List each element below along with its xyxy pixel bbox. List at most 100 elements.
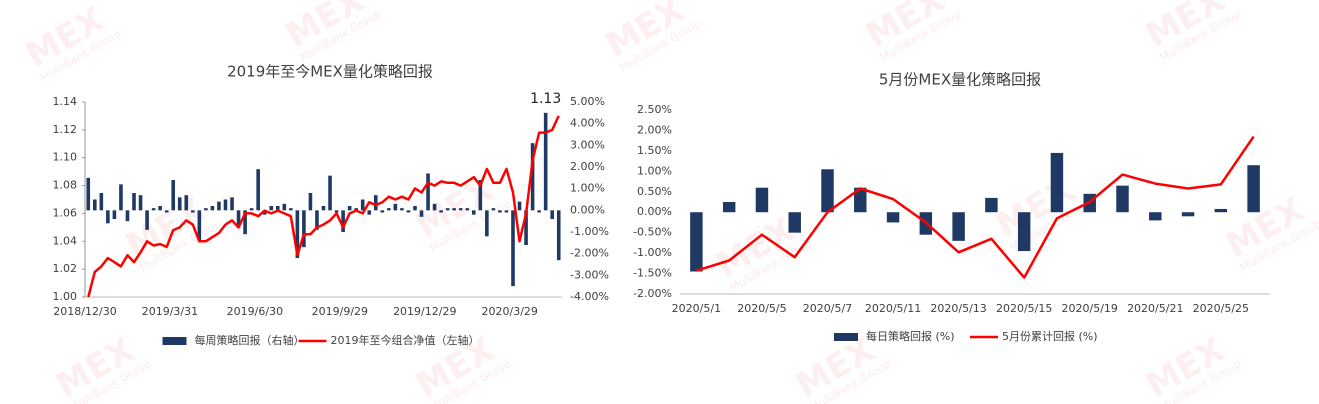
bar (315, 210, 319, 230)
bar (243, 210, 247, 235)
x-tick-label: 2019/9/29 (312, 305, 368, 318)
bar (328, 175, 332, 211)
y-tick-label: 1.00% (637, 164, 672, 177)
bar (138, 195, 143, 211)
bar (1050, 152, 1064, 213)
chart-title: 5月份MEX量化策略回报 (879, 71, 1041, 89)
bar (419, 210, 424, 217)
bar (458, 208, 463, 211)
y2-tick-label: 2.00% (570, 160, 605, 173)
x-tick-label: 2020/5/5 (737, 302, 786, 315)
bar (125, 210, 130, 222)
bar (556, 210, 561, 261)
y2-tick-label: 3.00% (570, 138, 605, 151)
bar (210, 206, 215, 211)
bar (158, 206, 162, 211)
bar (985, 197, 998, 213)
bar (387, 208, 391, 211)
bar (393, 203, 398, 211)
bar (1017, 212, 1031, 252)
bar (445, 208, 450, 211)
line (696, 135, 1255, 279)
bar (1181, 212, 1195, 217)
y-tick-label: 1.02 (53, 262, 78, 275)
y2-tick-label: 5.00% (570, 95, 605, 108)
bar (485, 210, 489, 237)
chart-title: 2019年至今MEX量化策略回报 (227, 63, 433, 81)
line (87, 115, 560, 298)
bar (543, 112, 548, 211)
bar (1116, 185, 1129, 213)
x-tick-label: 2020/5/7 (803, 302, 852, 315)
x-tick-label: 2020/5/15 (996, 302, 1052, 315)
bar (511, 210, 515, 287)
bar (334, 210, 339, 213)
bar (151, 208, 156, 211)
bar (504, 210, 509, 213)
bar (262, 210, 267, 215)
y-tick-label: 2.50% (637, 103, 672, 116)
y-tick-label: 0.00% (637, 205, 672, 218)
bar (86, 177, 91, 211)
bar (471, 210, 476, 215)
bar (367, 210, 372, 215)
bar (99, 193, 104, 211)
bar (197, 210, 202, 241)
legend-swatch (162, 337, 187, 345)
bar (1149, 212, 1162, 221)
x-tick-label: 2020/5/11 (865, 302, 921, 315)
bar (537, 210, 541, 213)
bar (530, 143, 535, 211)
y2-tick-label: 0.00% (570, 203, 605, 216)
y2-tick-label: -2.00% (570, 247, 609, 260)
bar (550, 210, 554, 219)
bar (400, 208, 404, 211)
bar (854, 187, 867, 213)
bar (204, 208, 208, 211)
bar (354, 208, 358, 211)
y-tick-label: 1.12 (53, 123, 78, 136)
bar (432, 203, 437, 211)
bar (256, 169, 260, 211)
x-tick-label: 2019/3/31 (142, 305, 198, 318)
bar (1247, 165, 1260, 213)
bar (321, 206, 326, 211)
bar (517, 201, 522, 211)
bar (491, 208, 496, 211)
y-tick-label: 1.08 (53, 179, 78, 192)
bar (380, 210, 385, 213)
bar (341, 210, 345, 232)
bar (347, 206, 352, 211)
x-tick-label: 2018/12/30 (53, 305, 116, 318)
bar (788, 212, 801, 233)
bar (439, 210, 443, 213)
bar (269, 206, 274, 211)
legend-label: 2019年至今组合净值（左轴） (331, 333, 480, 347)
x-tick-label: 2020/3/29 (482, 305, 538, 318)
bar (289, 208, 293, 211)
bar (230, 197, 234, 211)
y-tick-label: 1.04 (53, 234, 78, 247)
bar (452, 208, 456, 211)
y-tick-label: -2.00% (633, 287, 672, 300)
bar (413, 206, 417, 211)
bar (722, 202, 736, 213)
y-tick-label: 1.50% (637, 144, 672, 157)
bar (295, 210, 300, 258)
bar (426, 173, 430, 211)
bar (308, 193, 313, 211)
bar (282, 203, 287, 211)
x-tick-label: 2020/5/21 (1127, 302, 1183, 315)
x-tick-label: 2020/5/1 (672, 302, 721, 315)
y2-tick-label: 1.00% (570, 182, 605, 195)
bar (373, 195, 378, 211)
bar (223, 199, 228, 211)
bar (236, 210, 241, 228)
